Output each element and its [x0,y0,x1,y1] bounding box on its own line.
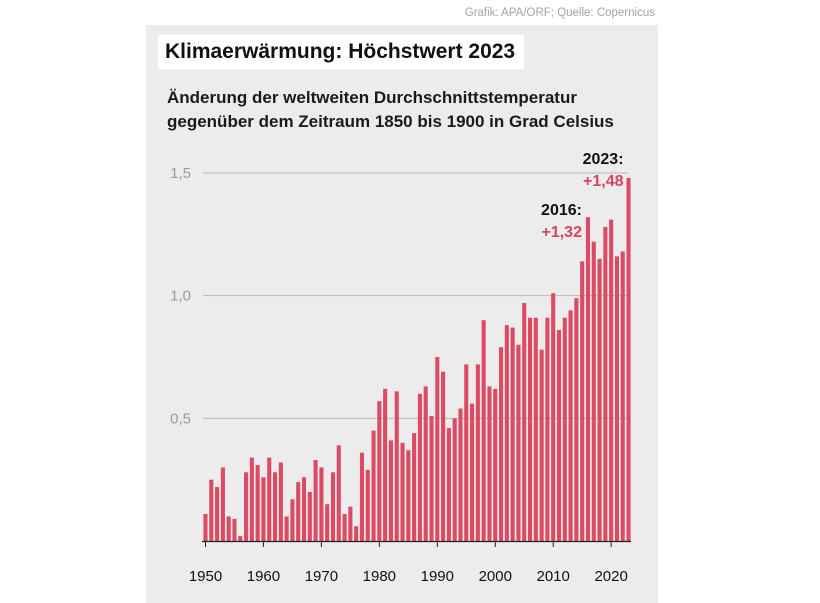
bar [585,217,591,541]
bar [313,460,318,541]
bar [255,464,260,541]
bar [203,514,208,541]
bar [597,258,602,541]
bar [464,364,469,541]
bar [412,433,417,541]
annotation-2023-value: +1,48 [583,173,624,190]
bar [359,452,365,541]
bar [371,430,376,541]
bar [244,472,249,541]
bar [580,261,585,541]
bar [626,177,631,541]
x-tick-label: 2000 [479,568,512,585]
bar [516,344,521,541]
chart-title: Klimaerwärmung: Höchstwert 2023 [158,35,525,69]
bar [539,349,544,541]
annotation-2023: 2023: +1,48 [564,149,624,193]
bar [452,418,457,541]
annotation-2016-year: 2016: [541,202,582,219]
bar [226,516,231,541]
bar [568,310,573,541]
bar [475,364,480,541]
y-tick-label: 0,5 [170,410,191,427]
bar [215,487,220,541]
source-credit: Grafik: APA/ORF; Quelle: Copernicus [464,7,655,19]
chart-subtitle: Änderung der weltweiten Durchschnittstem… [167,88,614,131]
bar [330,472,336,541]
bar [284,516,289,541]
bar [238,536,243,541]
bar [435,357,440,541]
bar [272,472,278,541]
bar [209,479,214,541]
annotation-2016-value: +1,32 [541,224,582,241]
bar [319,467,324,541]
bar [261,477,266,541]
y-tick-label: 1,0 [170,288,191,305]
bar [423,386,428,541]
bar [504,325,509,541]
bar [614,256,619,541]
bar [307,491,312,541]
bar [510,327,515,541]
x-tick-label: 1990 [421,568,454,585]
bar [470,403,475,541]
bar [493,388,498,541]
bar [481,320,486,541]
bar [429,415,434,541]
bar [574,298,579,541]
bar [325,504,330,541]
bar [533,317,538,541]
bar [383,388,388,541]
y-tick-label: 1,5 [170,165,191,182]
bar [377,401,382,541]
bar [446,428,451,541]
bar [527,317,533,541]
bar [562,317,567,541]
bar [417,393,422,541]
x-tick-label: 1950 [189,568,222,585]
bar [348,506,353,541]
bar [336,445,341,541]
bar [406,450,411,541]
annotation-2016: 2016: +1,32 [522,200,582,244]
bar [620,251,625,542]
bar [267,457,272,541]
bar [556,330,562,541]
x-tick-label: 1970 [305,568,338,585]
bar [591,241,596,541]
bar [220,467,225,541]
bar [458,408,463,541]
x-tick-label: 1960 [247,568,280,585]
bar [301,477,307,541]
bar [487,386,492,541]
bar [545,317,550,541]
bar [603,226,608,541]
bar [354,526,359,541]
x-tick-label: 1980 [363,568,396,585]
bar [400,442,405,541]
bar [498,347,504,541]
bar [296,482,301,541]
bar [278,462,283,541]
bar [342,514,347,541]
bar [388,440,393,541]
bar [249,457,254,541]
x-tick-label: 2020 [594,568,627,585]
bar [551,293,556,541]
bar [441,371,446,541]
bar [394,391,399,541]
bar [290,499,295,541]
bar [522,303,527,541]
annotation-2023-year: 2023: [582,151,624,168]
bar [609,219,614,541]
bar [232,518,237,541]
bar [365,469,370,541]
x-tick-label: 2010 [537,568,570,585]
